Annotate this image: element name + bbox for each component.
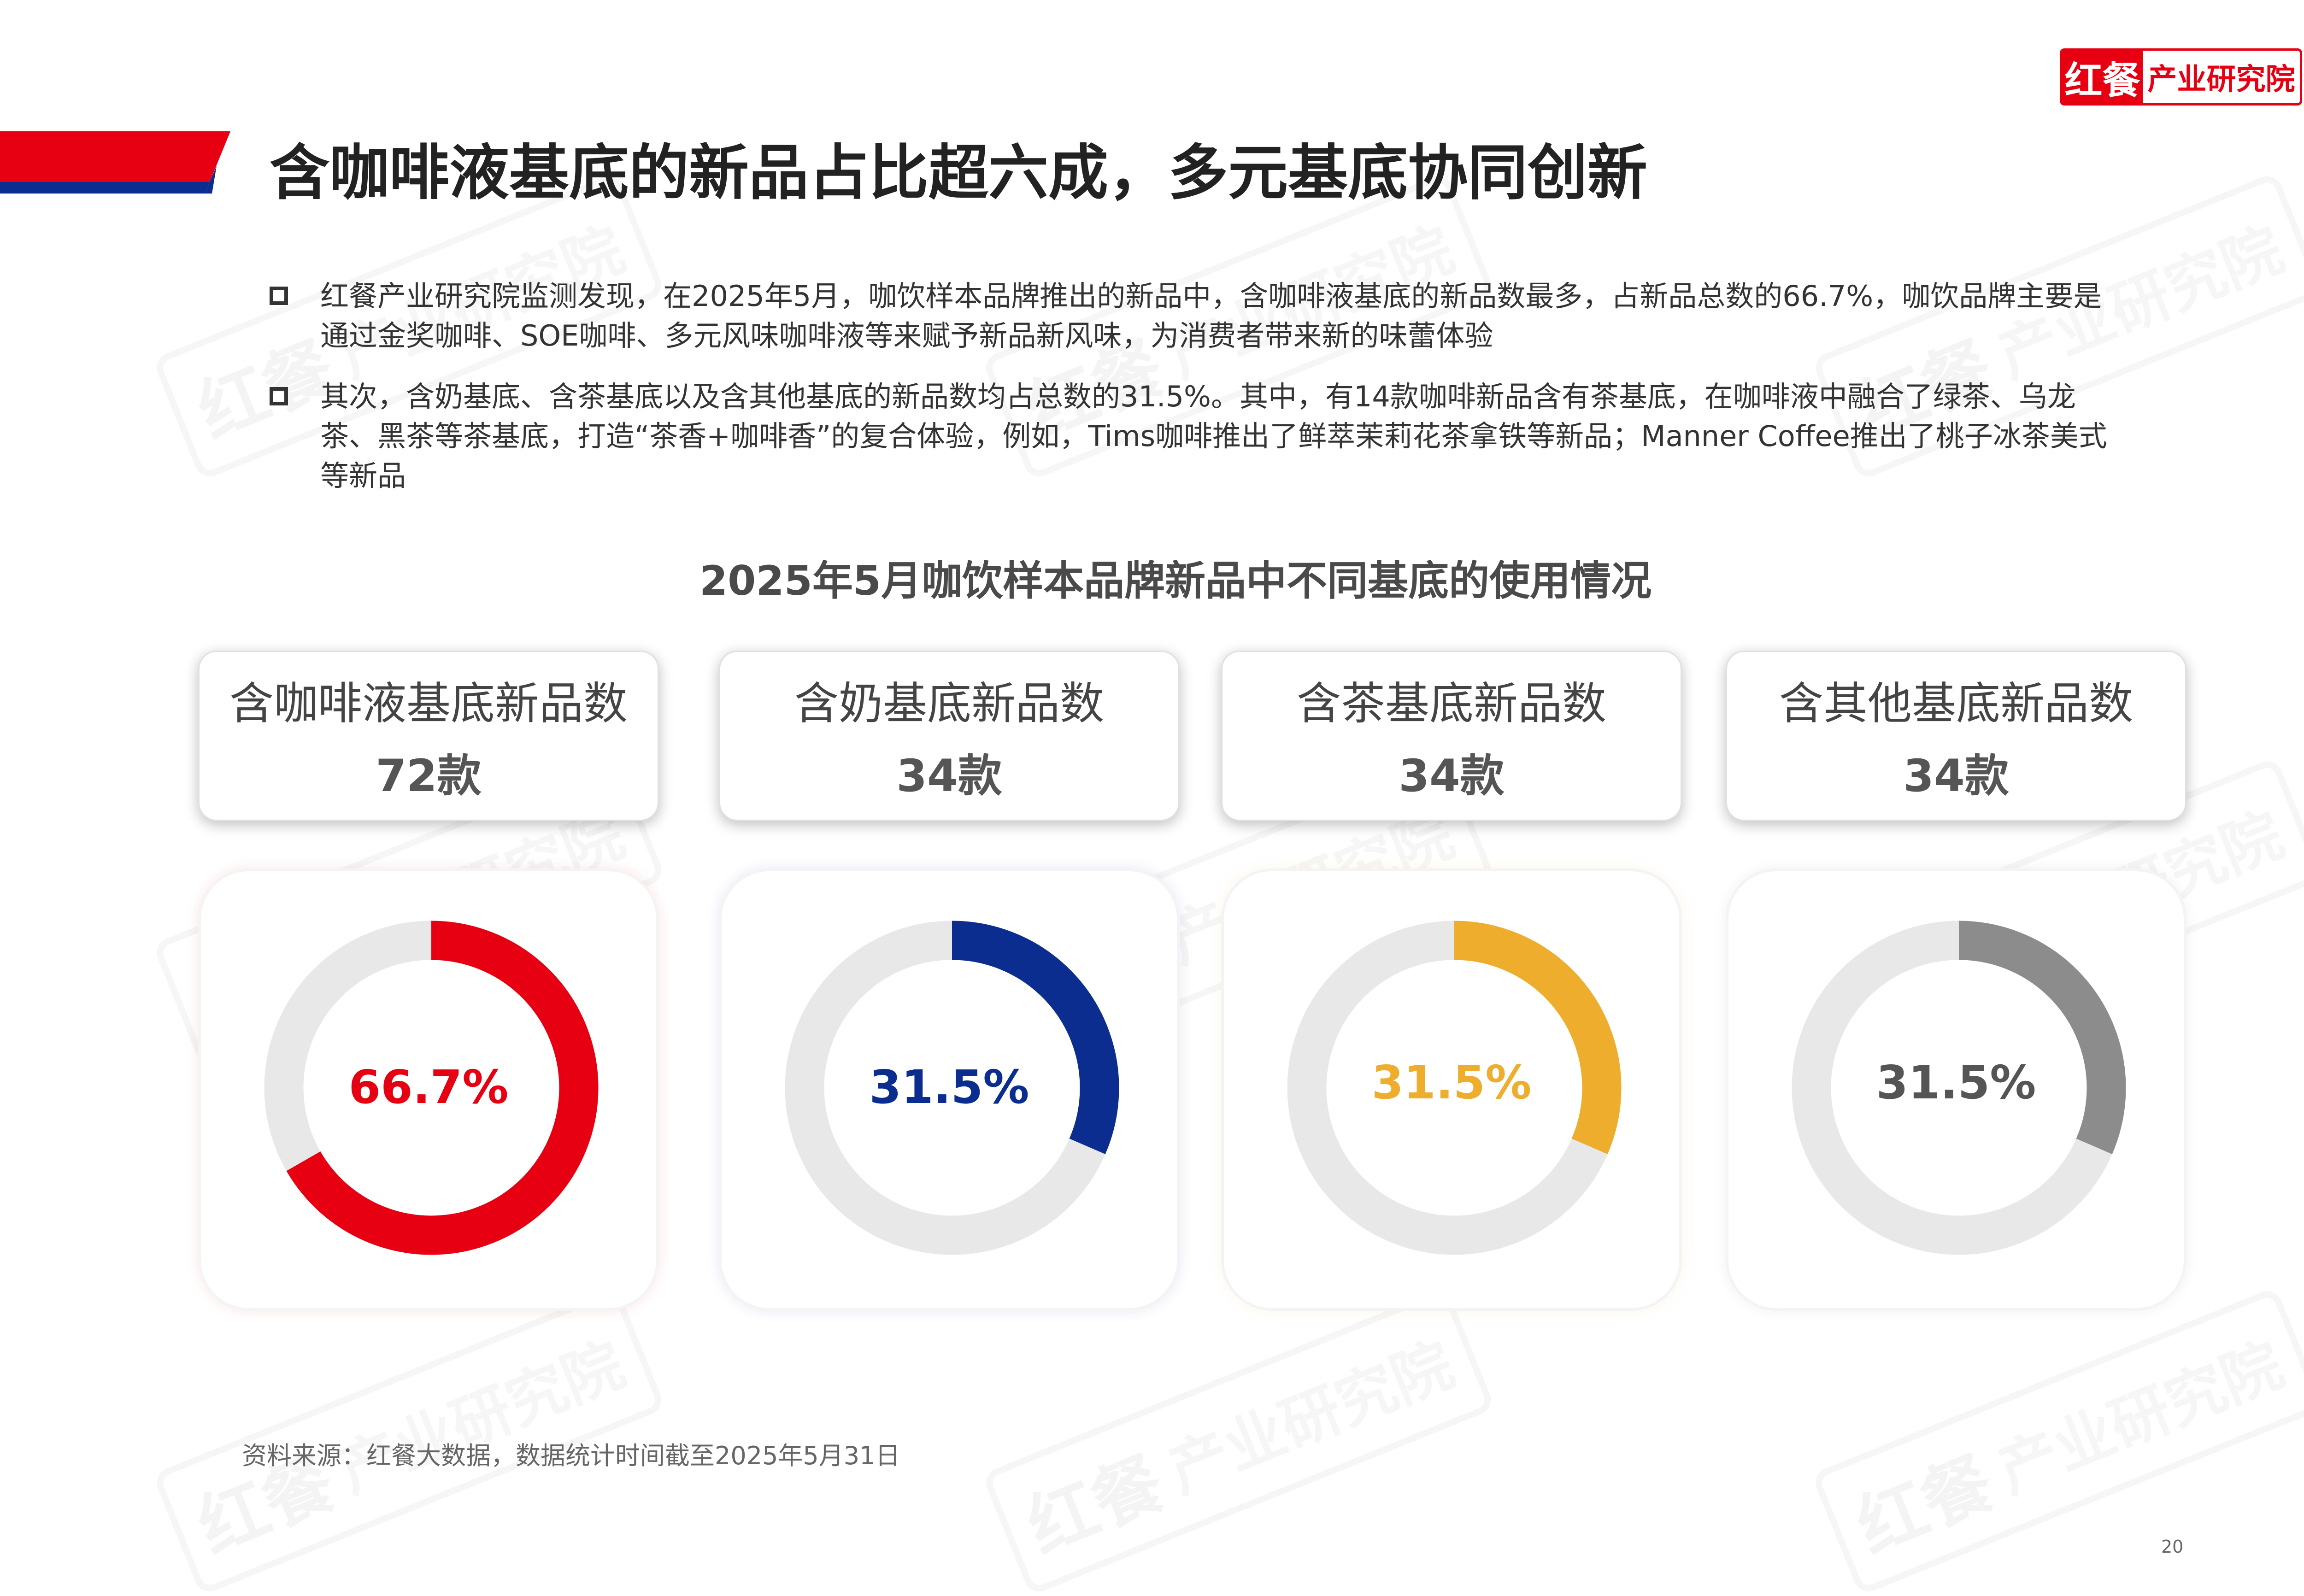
count-card-other: 含其他基底新品数 34款 bbox=[1726, 651, 2186, 821]
bullet-item: 红餐产业研究院监测发现，在2025年5月，咖饮样本品牌推出的新品中，含咖啡液基底… bbox=[270, 276, 2122, 356]
count-card-label: 含奶基底新品数 bbox=[794, 678, 1104, 729]
count-card-label: 含咖啡液基底新品数 bbox=[229, 678, 628, 729]
bullet-text: 其次，含奶基底、含茶基底以及含其他基底的新品数均占总数的31.5%。其中，有14… bbox=[320, 380, 2107, 493]
donut-slice-milk bbox=[785, 921, 1119, 1255]
donut-percent-label: 66.7% bbox=[348, 1060, 509, 1114]
donut-panel-coffee: 66.7% bbox=[198, 868, 659, 1311]
title-accent-bar bbox=[0, 131, 230, 194]
donut-panel-milk: 31.5% bbox=[719, 868, 1180, 1311]
count-card-value: 34款 bbox=[1903, 750, 2009, 802]
donut-chart-coffee bbox=[264, 921, 599, 1255]
donut-slice-coffee bbox=[264, 921, 599, 1255]
chart-title: 2025年5月咖饮样本品牌新品中不同基底的使用情况 bbox=[699, 557, 1652, 604]
brand-logo: 红餐 产业研究院 bbox=[2060, 48, 2302, 106]
donut-slice-tea bbox=[1287, 921, 1622, 1255]
square-bullet-icon bbox=[270, 387, 288, 405]
donut-slice-other bbox=[1792, 921, 2126, 1255]
bullet-text: 红餐产业研究院监测发现，在2025年5月，咖饮样本品牌推出的新品中，含咖啡液基底… bbox=[320, 279, 2102, 352]
brand-logo-name: 产业研究院 bbox=[2147, 63, 2295, 97]
bullet-item: 其次，含奶基底、含茶基底以及含其他基底的新品数均占总数的31.5%。其中，有14… bbox=[270, 377, 2122, 496]
donut-percent-label: 31.5% bbox=[1876, 1056, 2036, 1109]
count-card-coffee: 含咖啡液基底新品数 72款 bbox=[198, 651, 659, 821]
page-number: 20 bbox=[2161, 1537, 2184, 1557]
donut-chart-milk bbox=[785, 921, 1119, 1255]
count-card-milk: 含奶基底新品数 34款 bbox=[719, 651, 1180, 821]
page-title: 含咖啡液基底的新品占比超六成，多元基底协同创新 bbox=[270, 138, 1648, 208]
count-card-tea: 含茶基底新品数 34款 bbox=[1221, 651, 1682, 821]
count-card-label: 含其他基底新品数 bbox=[1779, 678, 2133, 729]
donut-chart-tea bbox=[1287, 921, 1622, 1255]
watermark: 红餐产业研究院 bbox=[1811, 1286, 2304, 1596]
square-bullet-icon bbox=[270, 287, 288, 305]
count-card-value: 34款 bbox=[896, 750, 1002, 802]
count-card-value: 34款 bbox=[1399, 750, 1505, 802]
brand-logo-mark: 红餐 bbox=[2062, 51, 2143, 103]
donut-panel-tea: 31.5% bbox=[1221, 868, 1682, 1311]
source-note: 资料来源：红餐大数据，数据统计时间截至2025年5月31日 bbox=[242, 1441, 900, 1470]
count-card-value: 72款 bbox=[376, 750, 482, 802]
watermark: 红餐产业研究院 bbox=[982, 1286, 1496, 1596]
bullet-list: 红餐产业研究院监测发现，在2025年5月，咖饮样本品牌推出的新品中，含咖啡液基底… bbox=[270, 276, 2122, 517]
donut-chart-other bbox=[1792, 921, 2126, 1255]
count-card-label: 含茶基底新品数 bbox=[1297, 678, 1606, 729]
donut-panel-other: 31.5% bbox=[1726, 868, 2186, 1311]
donut-percent-label: 31.5% bbox=[869, 1060, 1029, 1114]
donut-percent-label: 31.5% bbox=[1371, 1056, 1532, 1109]
